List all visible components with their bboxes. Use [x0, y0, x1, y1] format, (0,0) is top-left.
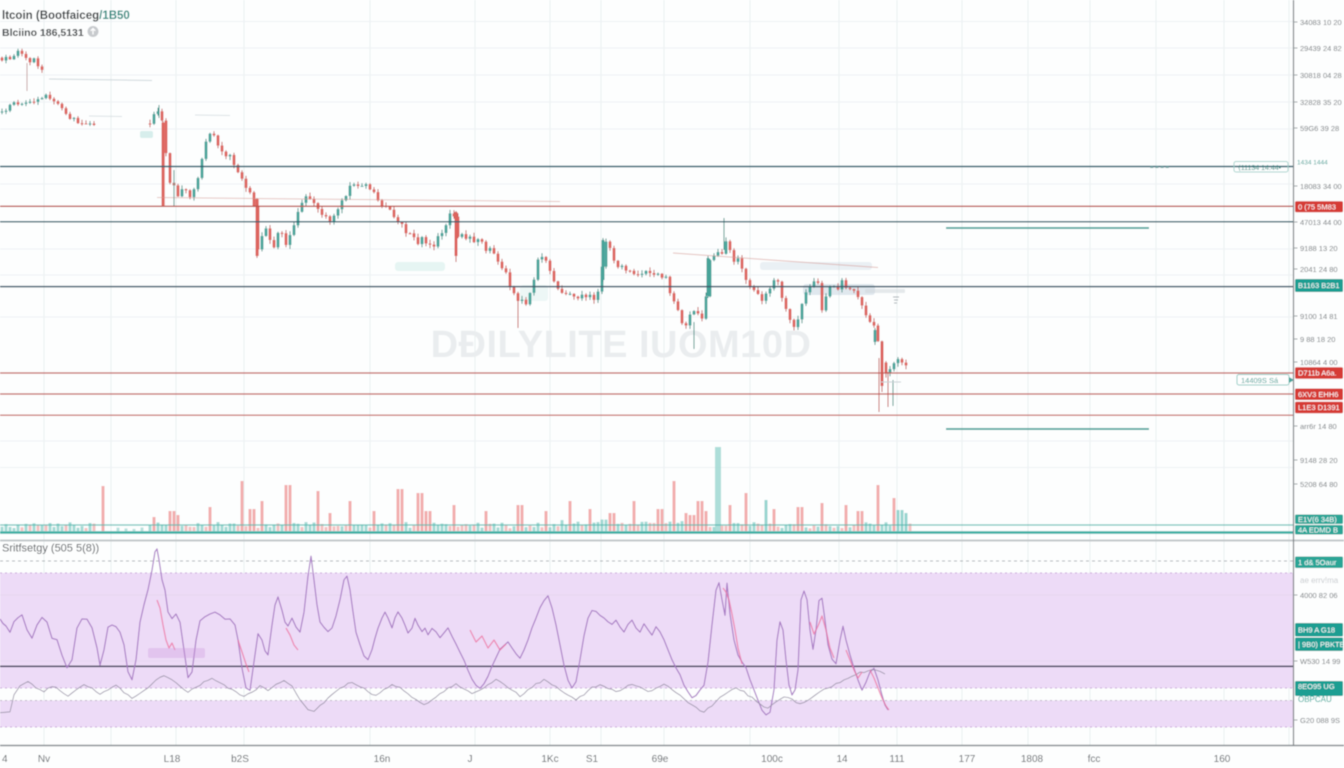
svg-text:5208 64 80: 5208 64 80 [1300, 480, 1338, 489]
svg-text:arr6r 14 80: arr6r 14 80 [1300, 422, 1337, 431]
svg-text:29439 24 82: 29439 24 82 [1300, 44, 1342, 53]
svg-text:16n: 16n [374, 754, 391, 765]
svg-text:J: J [468, 754, 473, 765]
svg-text:9 88 18 20: 9 88 18 20 [1300, 335, 1335, 344]
svg-text:59G6 39 28: 59G6 39 28 [1300, 124, 1339, 133]
svg-text:D711b A6a.: D711b A6a. [1298, 369, 1337, 378]
svg-text:fcc: fcc [1088, 754, 1101, 765]
svg-text:L1E3 D1391: L1E3 D1391 [1298, 403, 1340, 412]
svg-text:DÐILYLITE IUOM10D: DÐILYLITE IUOM10D [431, 324, 812, 366]
svg-text:b2S: b2S [231, 754, 249, 765]
svg-text:ltcoin (Bootfaiceg/1B50: ltcoin (Bootfaiceg/1B50 [2, 10, 130, 22]
svg-text:69e: 69e [652, 754, 669, 765]
svg-text:177: 177 [959, 754, 976, 765]
svg-text:Blciino 186,5131: Blciino 186,5131 [2, 27, 84, 39]
svg-text:32828 35 20: 32828 35 20 [1300, 98, 1342, 107]
svg-text:10864 4 00: 10864 4 00 [1300, 358, 1338, 367]
svg-text:S1: S1 [586, 754, 599, 765]
svg-text:ae errv!ma: ae errv!ma [1300, 576, 1339, 585]
svg-text:6XV3 EHH6: 6XV3 EHH6 [1298, 390, 1338, 399]
svg-text:4A EDMD B: 4A EDMD B [1298, 525, 1338, 534]
svg-text:= = = =: = = = = [1150, 165, 1170, 171]
svg-text:2041 24 80: 2041 24 80 [1300, 265, 1338, 274]
svg-text:Nv: Nv [38, 754, 50, 765]
svg-text:E1V(6 34B): E1V(6 34B) [1298, 515, 1337, 524]
svg-text:1Kc: 1Kc [541, 754, 558, 765]
svg-text:1808: 1808 [1021, 754, 1044, 765]
svg-text:34083 10 20: 34083 10 20 [1300, 18, 1342, 27]
svg-text:14: 14 [836, 754, 848, 765]
svg-text:4: 4 [2, 754, 8, 765]
svg-text:W530 14 99: W530 14 99 [1300, 657, 1340, 666]
svg-text:OBPCAU: OBPCAU [1298, 695, 1332, 704]
svg-text:G20 088 9S: G20 088 9S [1300, 716, 1340, 725]
svg-text:1434 1444: 1434 1444 [1297, 160, 1328, 167]
svg-text:| 9B0) PBKTE: | 9B0) PBKTE [1298, 640, 1344, 649]
svg-text:L18: L18 [164, 754, 181, 765]
svg-text:47013 44 00: 47013 44 00 [1300, 218, 1342, 227]
svg-text:30818 04 28: 30818 04 28 [1300, 71, 1342, 80]
svg-text:9100 14 81: 9100 14 81 [1300, 312, 1338, 321]
svg-text:1 d& 5Oaur: 1 d& 5Oaur [1298, 558, 1337, 567]
svg-text:⟨11134 14.44•: ⟨11134 14.44• [1238, 164, 1282, 172]
svg-text:18083 34 00: 18083 34 00 [1300, 182, 1342, 191]
svg-text:111: 111 [889, 754, 905, 765]
svg-text:4000 82 06: 4000 82 06 [1300, 591, 1338, 600]
svg-text:0 (75 5M83: 0 (75 5M83 [1298, 202, 1336, 211]
svg-text:14409S Sá: 14409S Sá [1241, 376, 1279, 385]
svg-text:9148 28 20: 9148 28 20 [1300, 456, 1338, 465]
svg-text:BH9 A G18: BH9 A G18 [1298, 625, 1335, 634]
svg-text:160: 160 [1214, 754, 1231, 765]
svg-text:100c: 100c [761, 754, 783, 765]
svg-text:8EO95 UG: 8EO95 UG [1298, 682, 1335, 691]
svg-text:Sritfsetgy (505 5(8)): Sritfsetgy (505 5(8)) [2, 543, 99, 555]
svg-text:9188 13 20: 9188 13 20 [1300, 244, 1338, 253]
svg-text:B1163 B2B1: B1163 B2B1 [1298, 281, 1340, 290]
